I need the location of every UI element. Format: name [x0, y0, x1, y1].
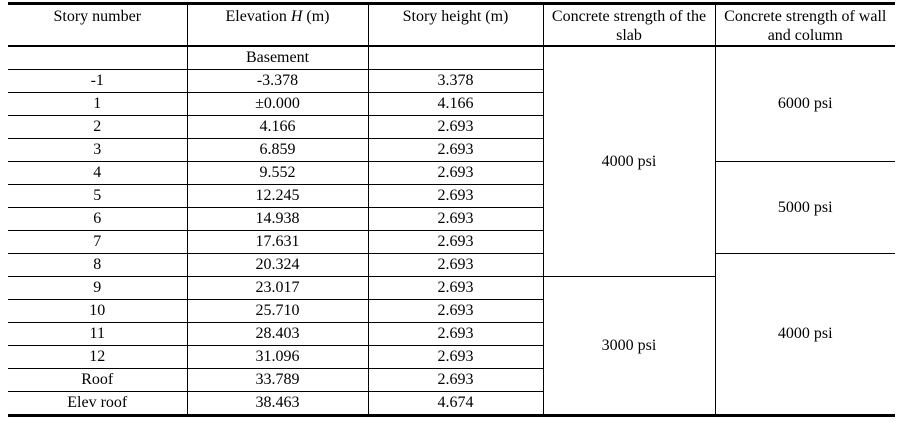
col-header-story-height: Story height (m)	[367, 3, 543, 47]
cell-story-number: 10	[8, 299, 187, 323]
cell-elevation: 17.631	[186, 230, 368, 254]
cell-story-number: Roof	[8, 368, 187, 392]
cell-story-number: 2	[8, 115, 187, 139]
table-row: 11 28.403 2.693	[8, 322, 895, 346]
cell-story-number: 8	[8, 253, 187, 277]
cell-story-height: 3.378	[367, 69, 543, 93]
cell-elevation: 25.710	[186, 299, 368, 323]
cell-story-height: 2.693	[367, 322, 543, 346]
cell-story-number: 11	[8, 322, 187, 346]
elevation-header-text: Elevation	[225, 8, 291, 25]
cell-slab-strength: 4000 psi	[542, 46, 715, 277]
cell-story-number: 9	[8, 276, 187, 300]
table-row: Elev roof 38.463 4.674	[8, 391, 895, 416]
cell-story-number: 6	[8, 207, 187, 231]
col-header-elevation: Elevation H (m)	[186, 3, 368, 47]
cell-slab-strength: 3000 psi	[542, 276, 715, 416]
table-row: 8 20.324 2.693 4000 psi	[8, 253, 895, 416]
table-row: 1 ±0.000 4.166	[8, 92, 895, 116]
cell-story-height: 4.166	[367, 92, 543, 116]
cell-story-height: 2.693	[367, 161, 543, 185]
table-row: 6 14.938 2.693	[8, 207, 895, 231]
elevation-header-unit: (m)	[302, 8, 330, 25]
cell-story-height: 2.693	[367, 253, 543, 277]
table-row: 7 17.631 2.693	[8, 230, 895, 254]
header-row: Story number Elevation H (m) Story heigh…	[8, 3, 895, 47]
cell-elevation: ±0.000	[186, 92, 368, 116]
cell-wall-strength: 6000 psi	[714, 46, 895, 162]
cell-elevation: 23.017	[186, 276, 368, 300]
cell-story-height: 2.693	[367, 138, 543, 162]
cell-story-height: 2.693	[367, 299, 543, 323]
cell-story-height: 2.693	[367, 184, 543, 208]
cell-story-height: 2.693	[367, 207, 543, 231]
story-data-table: Story number Elevation H (m) Story heigh…	[8, 2, 895, 417]
col-header-slab-strength: Concrete strength of the slab	[542, 3, 715, 47]
table-row: 5 12.245 2.693	[8, 184, 895, 208]
col-header-story-number: Story number	[8, 3, 187, 47]
cell-elevation: Basement	[186, 46, 368, 70]
cell-elevation: 28.403	[186, 322, 368, 346]
cell-elevation: 12.245	[186, 184, 368, 208]
cell-story-number: 3	[8, 138, 187, 162]
cell-story-number: 7	[8, 230, 187, 254]
cell-story-height: 2.693	[367, 230, 543, 254]
cell-story-number: 1	[8, 92, 187, 116]
cell-story-number: 5	[8, 184, 187, 208]
cell-elevation: 31.096	[186, 345, 368, 369]
cell-elevation: 38.463	[186, 391, 368, 416]
table-row: 10 25.710 2.693	[8, 299, 895, 323]
cell-wall-strength: 4000 psi	[714, 253, 895, 416]
cell-wall-strength: 5000 psi	[714, 161, 895, 254]
cell-story-number: 12	[8, 345, 187, 369]
table-row: -1 -3.378 3.378	[8, 69, 895, 93]
cell-story-height: 4.674	[367, 391, 543, 416]
cell-story-height	[367, 46, 543, 70]
cell-story-number: Elev roof	[8, 391, 187, 416]
cell-elevation: 6.859	[186, 138, 368, 162]
cell-story-height: 2.693	[367, 345, 543, 369]
table-row: 4 9.552 2.693 5000 psi	[8, 161, 895, 254]
cell-story-number: -1	[8, 69, 187, 93]
cell-story-height: 2.693	[367, 276, 543, 300]
cell-elevation: 14.938	[186, 207, 368, 231]
col-header-wall-strength: Concrete strength of wall and column	[714, 3, 895, 47]
table-row: 2 4.166 2.693	[8, 115, 895, 139]
cell-story-number	[8, 46, 187, 70]
table-row: 9 23.017 2.693 3000 psi	[8, 276, 895, 416]
table-row: Roof 33.789 2.693	[8, 368, 895, 392]
cell-story-number: 4	[8, 161, 187, 185]
cell-elevation: 33.789	[186, 368, 368, 392]
cell-story-height: 2.693	[367, 368, 543, 392]
table-row: Basement 4000 psi 6000 psi	[8, 46, 895, 277]
cell-elevation: -3.378	[186, 69, 368, 93]
table-row: 3 6.859 2.693	[8, 138, 895, 162]
cell-story-height: 2.693	[367, 115, 543, 139]
cell-elevation: 9.552	[186, 161, 368, 185]
cell-elevation: 4.166	[186, 115, 368, 139]
elevation-variable: H	[290, 8, 303, 25]
cell-elevation: 20.324	[186, 253, 368, 277]
table-row: 12 31.096 2.693	[8, 345, 895, 369]
